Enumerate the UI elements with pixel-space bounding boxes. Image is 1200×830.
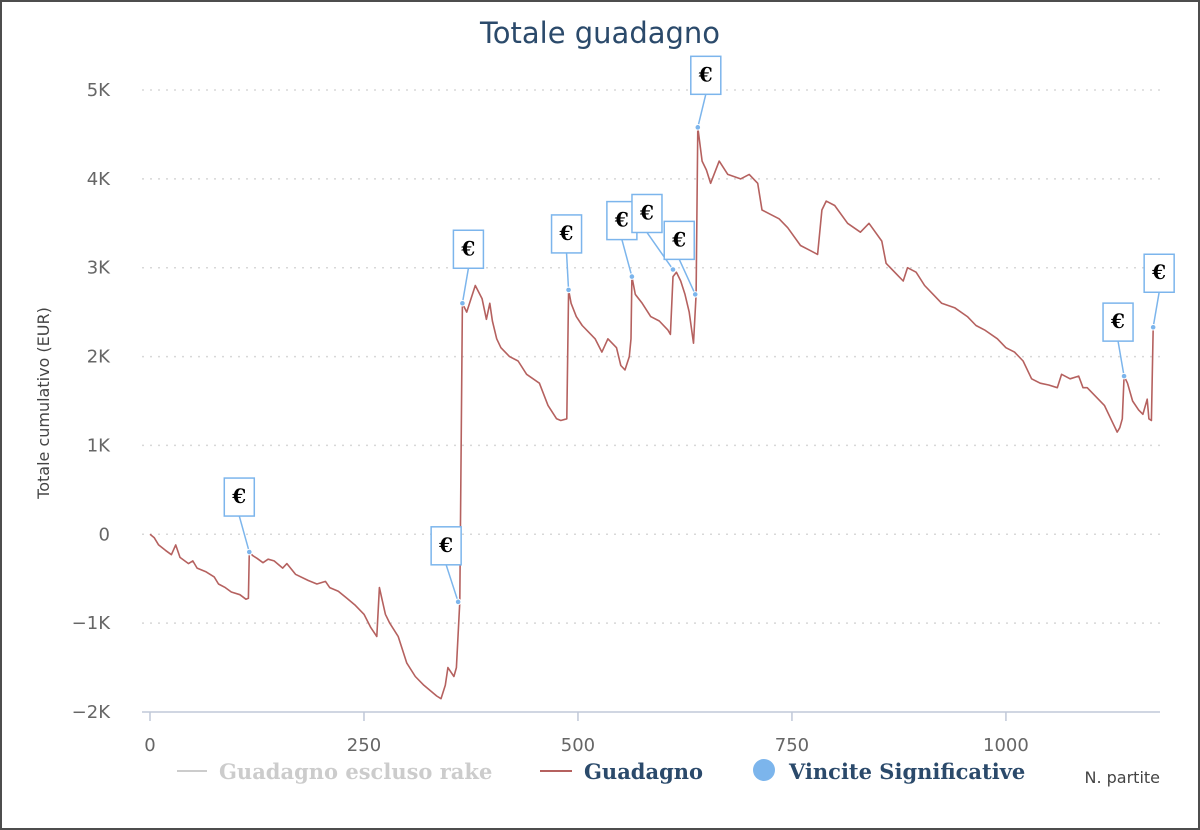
flag-label: €: [460, 236, 475, 260]
vincita-marker[interactable]: [1120, 372, 1128, 380]
legend-item-label[interactable]: Guadagno escluso rake: [219, 759, 492, 784]
flag-connector: [1117, 340, 1125, 377]
legend-item-label[interactable]: Vincite Significative: [788, 759, 1025, 784]
x-tick-label: 1000: [983, 735, 1029, 756]
flag-label: €: [671, 227, 686, 251]
vincita-marker[interactable]: [245, 548, 253, 556]
y-tick-label: 1K: [87, 435, 111, 456]
flag-label: €: [614, 208, 629, 232]
flag-label: €: [698, 62, 713, 86]
vincita-marker[interactable]: [691, 291, 699, 298]
flag-label: €: [438, 533, 453, 557]
x-tick-label: 750: [775, 735, 809, 756]
flag-label: €: [1151, 260, 1166, 284]
x-tick-label: 0: [144, 735, 155, 756]
flag-connector: [565, 252, 570, 290]
flag-box[interactable]: [550, 214, 583, 254]
flag-connector: [461, 268, 470, 304]
flag-box[interactable]: [1102, 302, 1134, 342]
y-tick-label: 4K: [87, 169, 111, 190]
x-tick-label: 500: [561, 735, 595, 756]
flag-connector: [1152, 292, 1160, 328]
flag-box[interactable]: [1143, 253, 1175, 293]
vincita-marker[interactable]: [628, 273, 636, 280]
y-tick-label: 3K: [87, 258, 111, 279]
y-tick-label: −1K: [72, 613, 112, 634]
flag-label: €: [559, 221, 574, 245]
flag-connector: [621, 239, 633, 277]
y-axis-title: Totale cumulativo (EUR): [34, 307, 53, 500]
flag-box[interactable]: [663, 220, 695, 261]
vincita-marker[interactable]: [565, 286, 572, 294]
flag-box[interactable]: [631, 193, 663, 234]
x-axis-title: N. partite: [1084, 768, 1160, 787]
flag-connector: [238, 515, 251, 553]
y-tick-label: 2K: [87, 347, 111, 368]
y-tick-label: 0: [99, 524, 110, 545]
flag-connector: [445, 564, 459, 603]
x-tick-label: 250: [347, 735, 381, 756]
vincita-marker[interactable]: [454, 598, 462, 606]
flag-connector: [678, 259, 696, 295]
vincita-marker[interactable]: [669, 266, 677, 273]
flag-box[interactable]: [452, 229, 485, 270]
vincita-marker[interactable]: [1149, 323, 1157, 331]
flag-box[interactable]: [430, 526, 462, 566]
flag-label: €: [231, 484, 246, 508]
series-line-guadagno: [149, 126, 1154, 700]
flag-box[interactable]: [690, 55, 722, 96]
flag-label: €: [639, 200, 654, 224]
y-tick-label: −2K: [72, 702, 112, 723]
legend-item-label[interactable]: Guadagno: [584, 759, 703, 784]
vincita-marker[interactable]: [459, 299, 466, 307]
vincita-marker[interactable]: [694, 124, 702, 131]
chart-title: Totale guadagno: [479, 16, 721, 50]
flag-box[interactable]: [223, 477, 256, 517]
flag-label: €: [1110, 309, 1125, 333]
legend-marker-symbol[interactable]: [753, 759, 775, 781]
flag-connector: [646, 232, 674, 270]
y-tick-label: 5K: [87, 80, 111, 101]
flag-connector: [697, 94, 707, 128]
